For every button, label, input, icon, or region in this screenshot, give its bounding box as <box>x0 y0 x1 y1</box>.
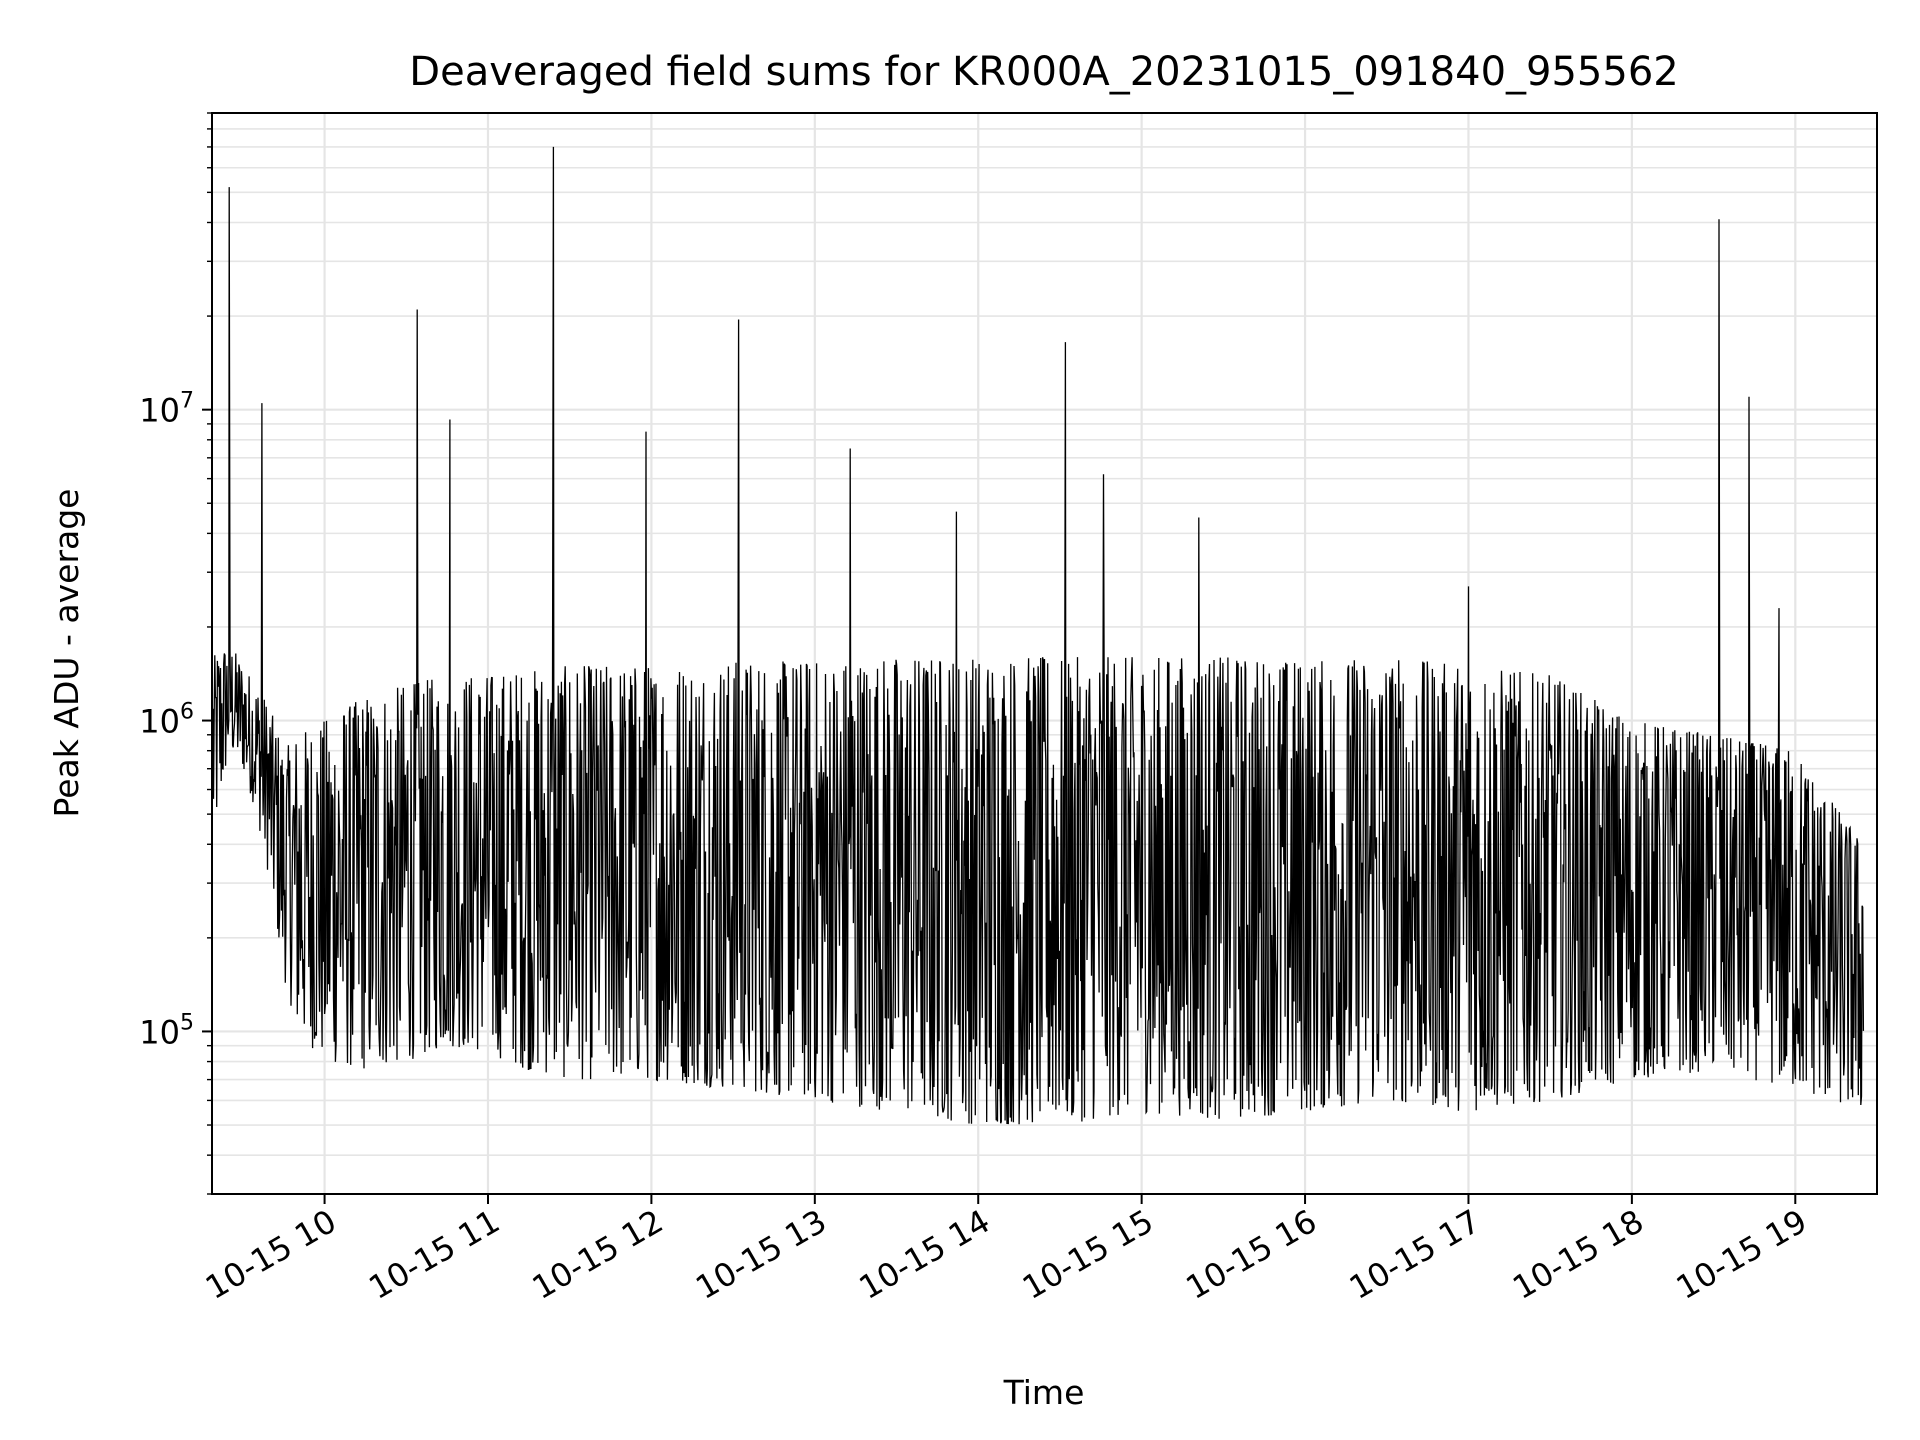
x-axis-title: Time <box>1003 1373 1085 1412</box>
y-tick-exponent: 7 <box>180 389 194 414</box>
plot-frame <box>211 112 1878 1195</box>
y-tick-base: 10 <box>139 703 180 741</box>
y-tick-label: 106 <box>139 700 194 741</box>
y-tick-label: 107 <box>139 389 194 430</box>
y-tick-label: 105 <box>139 1010 194 1051</box>
chart-title: Deaveraged field sums for KR000A_2023101… <box>409 49 1678 95</box>
y-tick-base: 10 <box>139 1013 180 1051</box>
y-tick-exponent: 6 <box>180 700 194 725</box>
y-tick-exponent: 5 <box>180 1010 194 1035</box>
plot-area <box>212 146 1865 1125</box>
y-tick-base: 10 <box>139 392 180 430</box>
series-line <box>212 146 1865 1125</box>
y-axis-title: Peak ADU - average <box>47 489 86 818</box>
series-layer <box>212 146 1865 1125</box>
